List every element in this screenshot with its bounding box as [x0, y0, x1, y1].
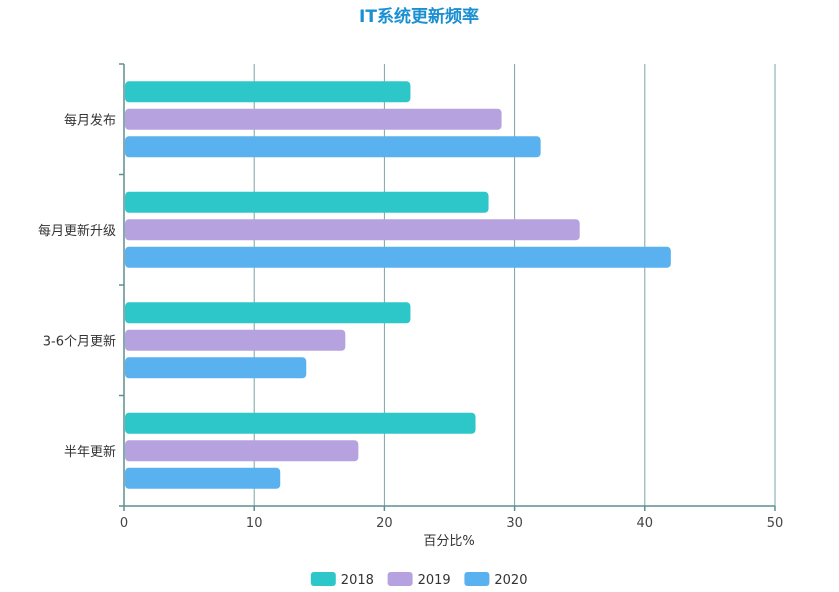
y-category-label: 每月更新升级 [38, 223, 116, 239]
x-tick-label: 40 [637, 516, 654, 531]
bar-2020-3[interactable] [125, 467, 281, 489]
grid-lines [253, 64, 776, 506]
bar-2020-1[interactable] [125, 246, 671, 268]
bar-2019-3[interactable] [125, 440, 359, 462]
chart-title: IT系统更新频率 [359, 6, 479, 27]
bar-2020-0[interactable] [125, 136, 541, 158]
bar-2018-1[interactable] [125, 191, 489, 213]
x-axis-title: 百分比% [423, 534, 474, 549]
bar-2019-2[interactable] [125, 329, 346, 351]
x-tick-label: 20 [376, 516, 393, 531]
y-category-label: 半年更新 [64, 444, 116, 460]
legend[interactable]: 2018 2019 2020 [310, 572, 528, 588]
legend-label-2018[interactable]: 2018 [341, 573, 374, 588]
bar-2018-0[interactable] [125, 81, 411, 103]
bar-2018-2[interactable] [125, 302, 411, 324]
x-tick-label: 0 [120, 516, 128, 531]
bar-2018-3[interactable] [125, 412, 476, 434]
bar-2019-1[interactable] [125, 219, 580, 241]
legend-label-2019[interactable]: 2019 [418, 573, 451, 588]
legend-swatch-2018[interactable] [310, 572, 336, 586]
bar-2019-0[interactable] [125, 108, 502, 130]
x-tick-label: 30 [506, 516, 523, 531]
legend-swatch-2019[interactable] [387, 572, 413, 586]
x-tick-label: 10 [246, 516, 263, 531]
legend-swatch-2020[interactable] [464, 572, 490, 586]
bar-2020-2[interactable] [125, 357, 307, 379]
x-tick-label: 50 [767, 516, 784, 531]
y-category-label: 3-6个月更新 [43, 333, 116, 349]
legend-label-2020[interactable]: 2020 [494, 573, 527, 588]
bars [125, 81, 671, 489]
y-category-label: 每月发布 [64, 112, 116, 128]
